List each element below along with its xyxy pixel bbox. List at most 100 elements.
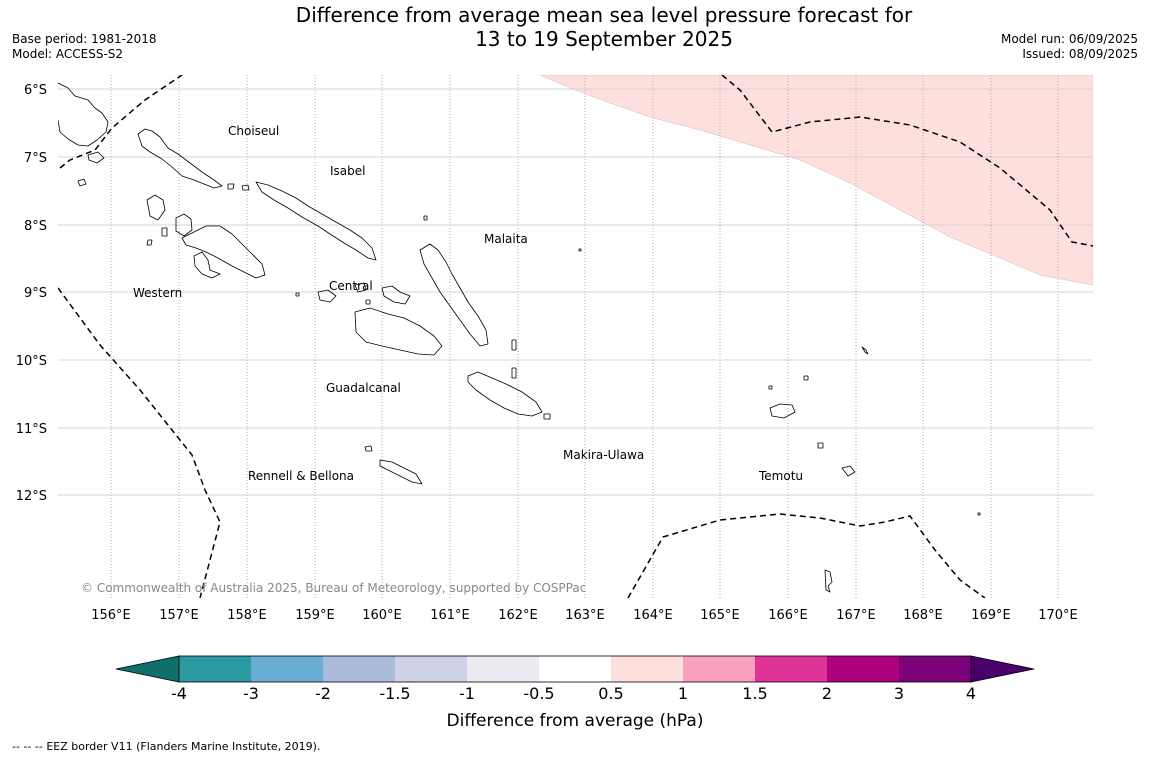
colorbar-swatch [899,656,971,682]
lon-label: 168°E [903,608,943,623]
island-kolombangara [175,213,193,237]
copyright-notice: © Commonwealth of Australia 2025, Bureau… [81,581,586,595]
map-area: Choiseul Isabel Malaita Western Central … [58,75,1093,598]
lon-label: 158°E [227,608,267,623]
colorbar-extend-low [115,655,180,683]
lon-labels: 156°E 157°E 158°E 159°E 160°E 161°E 162°… [91,608,1078,623]
colorbar: -4 -3 -2 -1.5 -1 -0.5 0.5 1 1.5 2 3 4 Di… [115,655,1035,731]
island-small-3 [354,282,367,293]
island-ulawa [511,367,517,379]
lon-label: 169°E [971,608,1011,623]
colorbar-swatch [467,656,539,682]
island-small-1 [146,239,153,246]
lon-label: 163°E [565,608,605,623]
eez-border [58,75,1093,598]
colorbar-tick: 3 [894,684,904,703]
colorbar-swatch [755,656,827,682]
island-small-2 [295,292,300,297]
eez-legend-text: EEZ border V11 (Flanders Marine Institut… [46,740,321,753]
province-label-western: Western [133,286,182,300]
map-title: Difference from average mean sea level p… [0,3,1150,51]
model-name: Model: ACCESS-S2 [12,47,124,61]
lon-label: 161°E [430,608,470,623]
model-run: Model run: 06/09/2025 [1000,32,1138,46]
lon-label: 162°E [498,608,538,623]
island-small-14 [578,248,582,252]
island-nggela [381,285,411,305]
lon-label: 165°E [700,608,740,623]
lat-label: 6°S [24,83,47,98]
eez-legend: -- -- -- EEZ border V11 (Flanders Marine… [12,740,320,753]
island-small-6 [511,339,517,351]
island-makira [467,371,543,417]
colorbar-swatch [827,656,899,682]
lat-label: 12°S [16,489,47,504]
island-vella-lavella [146,194,166,221]
coastlines [58,82,981,593]
island-isabel-tip [241,184,250,191]
province-label-central: Central [329,279,373,293]
island-russell [317,289,337,303]
province-label-isabel: Isabel [330,164,365,178]
colorbar-swatch [539,656,611,682]
lon-label: 156°E [91,608,131,623]
colorbar-swatch [611,656,683,682]
island-small-13 [977,512,981,516]
lat-gridlines [58,88,1093,496]
lat-labels: 6°S 7°S 8°S 9°S 10°S 11°S 12°S [16,83,47,504]
colorbar-frame [178,655,972,683]
colorbar-tick: 1 [678,684,688,703]
colorbar-tick: 4 [966,684,976,703]
island-small-7 [543,413,551,420]
base-period: Base period: 1981-2018 [12,32,157,46]
island-choiseul [137,128,223,189]
island-small-8 [768,385,773,390]
colorbar-tick: 0.5 [598,684,623,703]
colorbar-swatch [395,656,467,682]
issued-date: Issued: 08/09/2025 [1022,47,1138,61]
island-vanikoro [841,465,856,477]
island-bougainville [58,82,109,147]
island-bellona [364,445,373,452]
lon-label: 159°E [295,608,335,623]
lon-label: 170°E [1038,608,1078,623]
lon-label: 166°E [768,608,808,623]
colorbar-swatch [683,656,755,682]
island-ranongga [161,227,168,237]
island-small-5 [423,215,428,221]
colorbar-tick: 1.5 [742,684,767,703]
pressure-anomaly-area [539,75,1093,286]
lon-label: 164°E [633,608,673,623]
colorbar-label: Difference from average (hPa) [447,711,704,731]
island-small-4 [365,299,371,305]
island-rendova [193,251,221,279]
lat-label: 11°S [16,422,47,437]
island-small-9 [803,375,809,381]
eez-legend-dash: -- -- -- [12,740,43,753]
island-isabel [255,181,377,261]
title-line-1: Difference from average mean sea level p… [295,3,913,27]
colorbar-extend-high [970,655,1035,683]
lat-label: 10°S [16,354,47,369]
province-label-choiseul: Choiseul [228,124,279,138]
colorbar-swatch [323,656,395,682]
island-guadalcanal [354,307,443,356]
meta-left: Base period: 1981-2018 Model: ACCESS-S2 [12,32,157,62]
island-new-georgia [181,225,266,279]
island-nendo [769,403,796,419]
colorbar-swatch [179,656,251,682]
title-line-2: 13 to 19 September 2025 [475,27,733,51]
colorbar-tick: -4 [171,684,187,703]
island-small-west [77,178,87,187]
meta-right: Model run: 06/09/2025 Issued: 08/09/2025 [1001,32,1138,62]
province-label-rennell-bellona: Rennell & Bellona [248,469,354,483]
colorbar-tick: -3 [243,684,259,703]
colorbar-swatch [251,656,323,682]
colorbar-tick: 2 [822,684,832,703]
colorbar-tick: -1 [459,684,475,703]
lon-label: 157°E [159,608,199,623]
lon-label: 167°E [836,608,876,623]
colorbar-tick: -2 [315,684,331,703]
colorbar-tick: -1.5 [379,684,410,703]
